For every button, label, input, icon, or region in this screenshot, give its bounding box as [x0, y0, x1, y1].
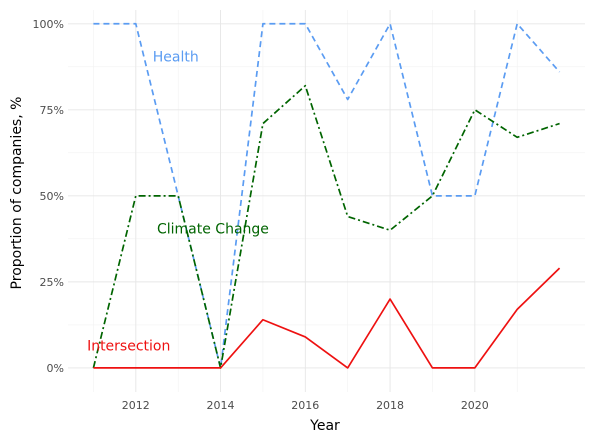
- y-axis-title: Proportion of companies, %: [9, 97, 25, 290]
- y-tick-label: 100%: [33, 18, 64, 31]
- major-gridlines: [68, 10, 585, 392]
- y-axis-tick-labels: 0% 25% 50% 75% 100%: [33, 18, 64, 375]
- series-lines: [92, 22, 561, 369]
- x-tick-label: 2018: [376, 399, 404, 412]
- y-tick-label: 25%: [40, 276, 64, 289]
- x-tick-label: 2016: [291, 399, 319, 412]
- x-axis-title: Year: [309, 418, 340, 434]
- y-tick-label: 0%: [47, 362, 64, 375]
- x-tick-label: 2020: [461, 399, 489, 412]
- series-label-climate-change: Climate Change: [157, 222, 269, 238]
- series-line-climate-change: [92, 84, 560, 369]
- series-line-health: [93, 22, 561, 369]
- series-labels: Health Climate Change Intersection: [87, 50, 269, 355]
- x-tick-label: 2012: [122, 399, 150, 412]
- minor-gridlines: [68, 10, 585, 392]
- x-axis-tick-labels: 2012 2014 2016 2018 2020: [122, 399, 489, 412]
- x-tick-label: 2014: [207, 399, 235, 412]
- y-tick-label: 75%: [40, 104, 64, 117]
- series-label-intersection: Intersection: [87, 339, 170, 355]
- series-line-intersection: [93, 267, 561, 369]
- y-tick-label: 50%: [40, 190, 64, 203]
- series-label-health: Health: [153, 50, 199, 66]
